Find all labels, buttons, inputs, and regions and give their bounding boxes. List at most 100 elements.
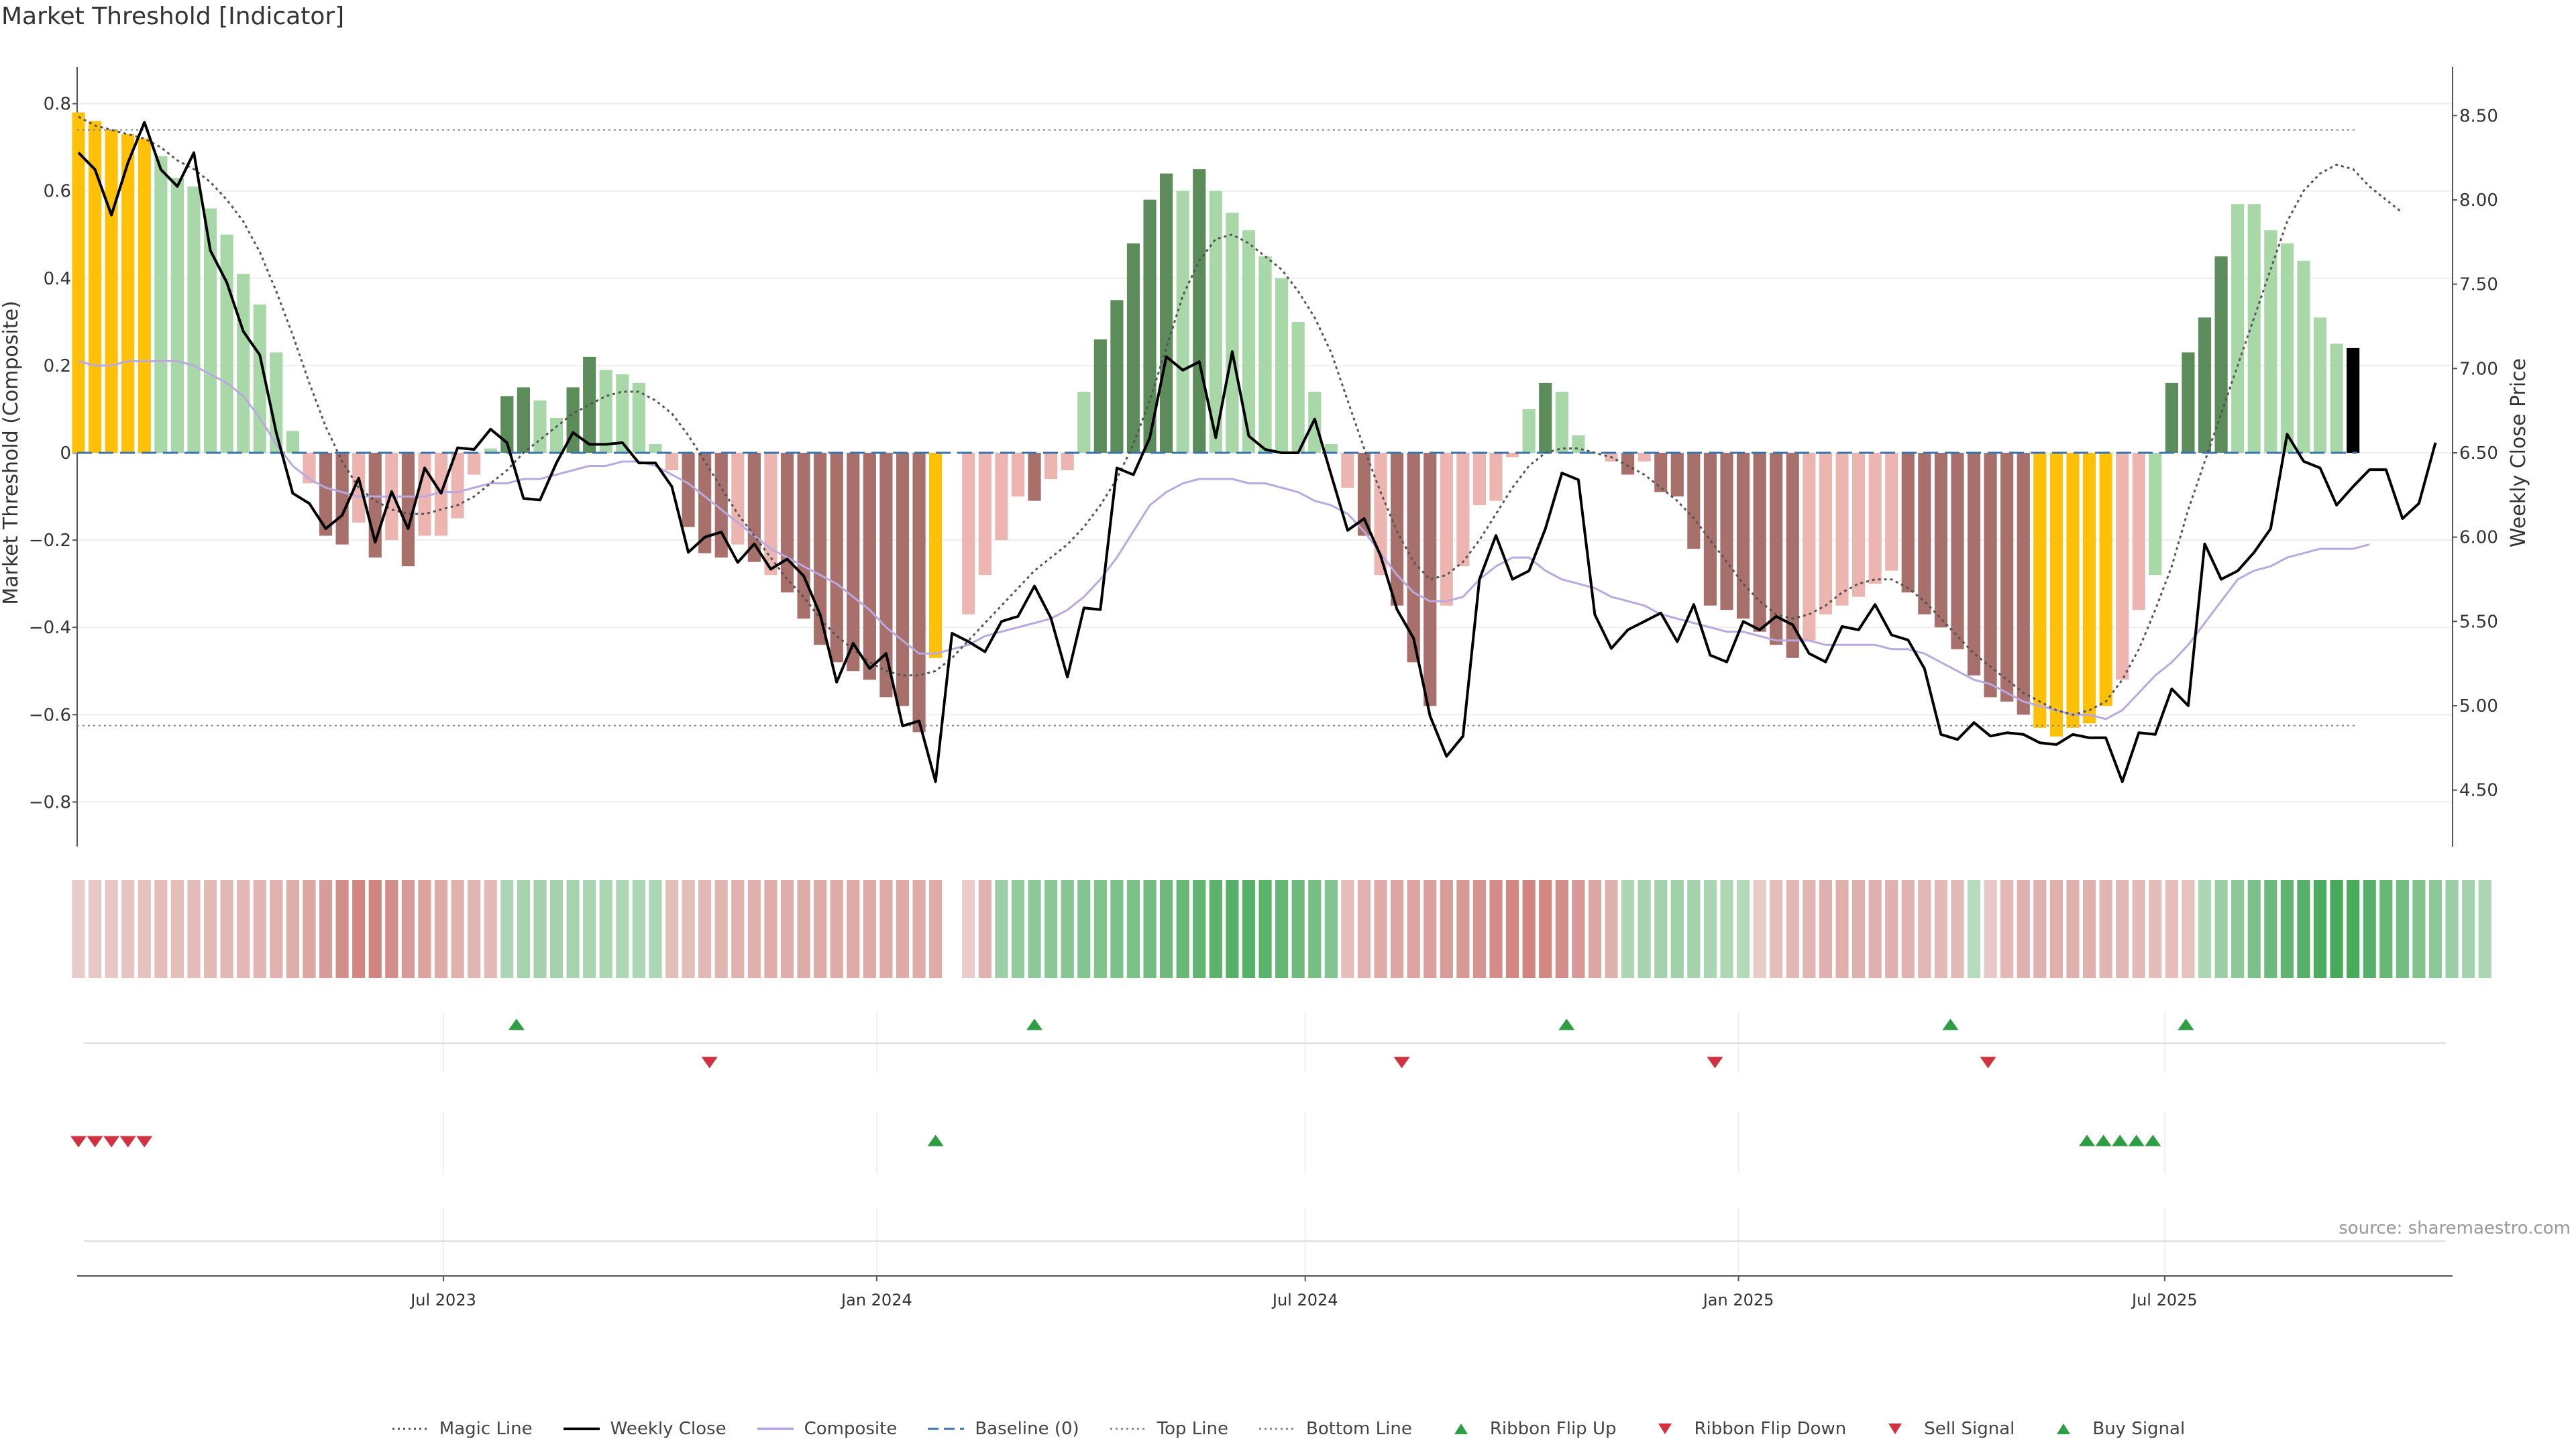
threshold-bar <box>2132 453 2145 610</box>
threshold-bar <box>1093 339 1107 453</box>
threshold-bar <box>88 121 102 453</box>
threshold-bar <box>1753 453 1766 632</box>
triangle-down-icon <box>1658 1424 1672 1434</box>
threshold-bar <box>764 453 777 576</box>
ribbon-cell <box>1588 880 1602 978</box>
y-left-axis-label: Market Threshold (Composite) <box>0 301 23 605</box>
ribbon-cell <box>1539 880 1552 978</box>
ribbon-cell <box>1424 880 1437 978</box>
ribbon-cell <box>1851 880 1866 978</box>
threshold-bar <box>2313 317 2327 453</box>
ribbon-cell <box>1258 880 1272 978</box>
threshold-bar <box>170 178 184 453</box>
threshold-bar <box>1967 453 1981 676</box>
ribbon-flip-down-icon <box>1980 1057 1996 1069</box>
ribbon-cell <box>1703 880 1717 978</box>
sell-signal-icon <box>70 1136 87 1148</box>
y-left-tick-label: −0.2 <box>29 531 71 551</box>
threshold-bar <box>962 453 975 614</box>
ribbon-cell <box>121 880 135 978</box>
ribbon-cell <box>1193 880 1206 978</box>
ribbon-cell <box>1638 880 1651 978</box>
threshold-bar <box>1028 453 1041 501</box>
ribbon-cell <box>533 880 547 978</box>
ribbon-cell <box>1093 880 1107 978</box>
ribbon-cell <box>484 880 497 978</box>
threshold-bar <box>649 443 662 453</box>
ribbon-cell <box>1803 880 1816 978</box>
threshold-bar <box>929 453 943 658</box>
y-right-tick-label: 7.00 <box>2459 359 2498 379</box>
threshold-bar <box>847 453 860 672</box>
ribbon-cell <box>2330 880 2343 978</box>
ribbon-cell <box>583 880 596 978</box>
ribbon-cell <box>270 880 283 978</box>
ribbon-cell <box>500 880 514 978</box>
ribbon-flip-up-icon <box>508 1018 525 1030</box>
ribbon-cell <box>72 880 85 978</box>
threshold-bar <box>2264 230 2277 453</box>
ribbon-cell <box>401 880 415 978</box>
threshold-bar <box>1489 453 1503 501</box>
ribbon-cell <box>780 880 794 978</box>
threshold-bar <box>1687 453 1701 549</box>
threshold-bar <box>2082 453 2096 724</box>
ribbon-flip-down-icon <box>1393 1057 1410 1069</box>
ribbon-cell <box>1391 880 1404 978</box>
ribbon-cell <box>1357 880 1371 978</box>
ribbon-cell <box>88 880 102 978</box>
ribbon-cell <box>1209 880 1222 978</box>
ribbon-cell <box>566 880 580 978</box>
sell-signal-icon <box>136 1136 153 1148</box>
threshold-bar <box>1506 453 1519 458</box>
ribbon-cell <box>2231 880 2245 978</box>
threshold-bar <box>747 453 761 562</box>
ribbon-cell <box>1918 880 1931 978</box>
threshold-bar <box>253 304 266 453</box>
threshold-bar <box>154 156 168 453</box>
threshold-bar <box>203 208 217 453</box>
dotted-line-swatch <box>1259 1428 1295 1430</box>
ribbon-cell <box>1456 880 1470 978</box>
dashed-line-swatch <box>928 1428 965 1430</box>
threshold-bar <box>270 352 283 453</box>
ribbon-cell <box>2264 880 2277 978</box>
legend-item-composite: Composite <box>756 1419 897 1439</box>
threshold-bar <box>665 453 679 471</box>
threshold-bar <box>912 453 926 733</box>
triangle-up-icon <box>1454 1424 1468 1434</box>
ribbon-cell <box>1901 880 1915 978</box>
ribbon-cell <box>1951 880 1964 978</box>
legend-label: Ribbon Flip Up <box>1489 1419 1617 1439</box>
dotted-line-swatch <box>1110 1428 1146 1430</box>
threshold-bar <box>1901 453 1915 593</box>
y-right-axis-label: Weekly Close Price <box>2507 358 2530 547</box>
ribbon-cell <box>2462 880 2475 978</box>
ribbon-cell <box>1011 880 1025 978</box>
buy-signal-icon <box>2112 1134 2129 1146</box>
threshold-bar <box>2182 352 2195 453</box>
threshold-bar <box>1472 453 1487 506</box>
ribbon-cell <box>2198 880 2212 978</box>
y-left-tick-label: −0.8 <box>29 792 71 812</box>
threshold-bar <box>583 356 596 453</box>
threshold-bar <box>2099 453 2112 706</box>
ribbon-cell <box>2478 880 2491 978</box>
y-left-tick-label: 0 <box>60 443 71 464</box>
ribbon-cell <box>1061 880 1074 978</box>
ribbon-cell <box>1506 880 1519 978</box>
ribbon-cell <box>220 880 233 978</box>
y-left-tick-label: 0.2 <box>44 356 71 376</box>
threshold-bar <box>1934 453 1947 628</box>
ribbon-cell <box>1341 880 1354 978</box>
threshold-bar <box>1374 453 1387 576</box>
threshold-bar <box>1291 321 1305 453</box>
ribbon-cell <box>2428 880 2443 978</box>
ribbon-cell <box>1489 880 1503 978</box>
ribbon-cell <box>747 880 761 978</box>
y-left-tick-label: 0.4 <box>44 269 71 289</box>
weekly-close-line <box>77 121 2437 784</box>
ribbon-cell <box>2082 880 2096 978</box>
threshold-bar <box>549 417 564 453</box>
